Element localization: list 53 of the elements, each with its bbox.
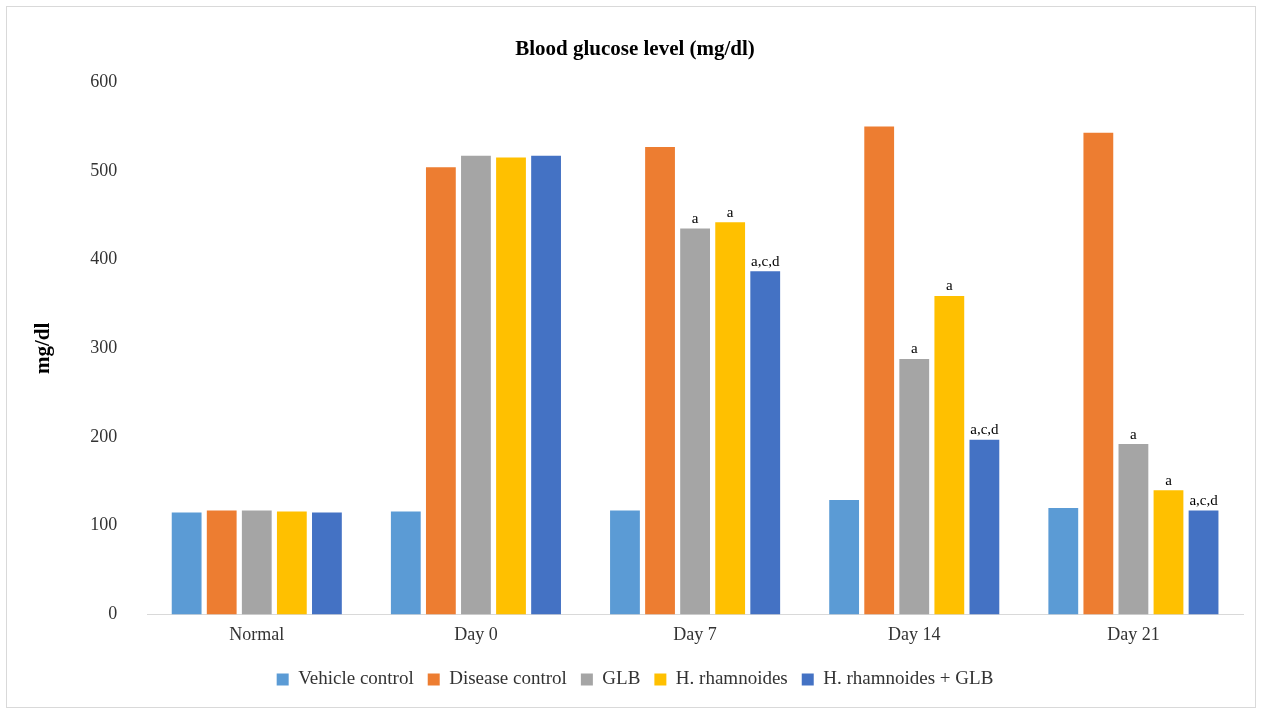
bar	[829, 499, 860, 615]
chart-title: Blood glucose level (mg/dl)	[515, 36, 755, 61]
x-tick-label: Day 7	[673, 623, 717, 644]
legend-label: Vehicle control	[298, 667, 414, 689]
bar	[390, 511, 421, 615]
bar	[425, 167, 456, 615]
legend-label: H. rhamnoides	[675, 667, 788, 689]
data-label: a	[1130, 425, 1138, 442]
bar	[1153, 490, 1184, 615]
bar	[1048, 507, 1079, 615]
bar	[1188, 510, 1219, 615]
y-tick-label: 500	[90, 159, 118, 180]
data-label: a	[1165, 471, 1173, 488]
bar	[750, 271, 781, 615]
bar	[241, 510, 272, 615]
x-tick-label: Day 0	[454, 623, 498, 644]
bar	[206, 510, 237, 615]
legend-label: GLB	[602, 667, 641, 689]
bar	[461, 155, 491, 615]
bar	[969, 439, 1000, 615]
y-axis-title: mg/dl	[30, 322, 55, 374]
y-tick-label: 300	[90, 337, 118, 358]
data-label: a,c,d	[970, 421, 1000, 438]
data-label: a,c,d	[751, 252, 780, 269]
bar	[312, 512, 342, 615]
data-label: a	[945, 277, 953, 294]
x-tick-label: Day 21	[1107, 623, 1160, 644]
y-tick-label: 400	[90, 248, 118, 269]
bar	[1083, 132, 1114, 615]
bar	[715, 222, 746, 615]
bar	[496, 157, 526, 615]
y-tick-label: 0	[108, 603, 118, 624]
data-label: a	[691, 209, 699, 226]
data-label: a	[910, 340, 918, 357]
x-tick-label: Normal	[229, 623, 285, 644]
bar	[864, 126, 895, 615]
legend-label: Disease control	[449, 667, 567, 689]
bar	[1118, 444, 1149, 615]
bar	[531, 155, 561, 615]
data-label: a	[726, 203, 734, 220]
bar	[610, 510, 640, 615]
bar	[171, 512, 202, 615]
bar	[934, 295, 965, 615]
y-tick-label: 200	[90, 425, 118, 446]
legend-label: H. rhamnoides + GLB	[823, 667, 994, 689]
x-tick-label: Day 14	[888, 623, 941, 644]
bar	[645, 146, 675, 615]
y-tick-label: 600	[90, 70, 118, 91]
bar	[680, 228, 710, 615]
data-label: a,c,d	[1189, 492, 1219, 509]
bar	[899, 358, 930, 615]
bar	[276, 511, 307, 615]
y-tick-label: 100	[90, 514, 118, 535]
